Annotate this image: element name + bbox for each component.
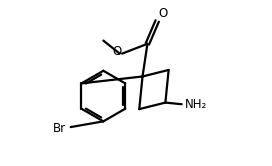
Text: O: O [113, 45, 122, 58]
Text: Br: Br [53, 122, 66, 135]
Text: O: O [159, 7, 168, 20]
Text: NH₂: NH₂ [185, 98, 207, 111]
